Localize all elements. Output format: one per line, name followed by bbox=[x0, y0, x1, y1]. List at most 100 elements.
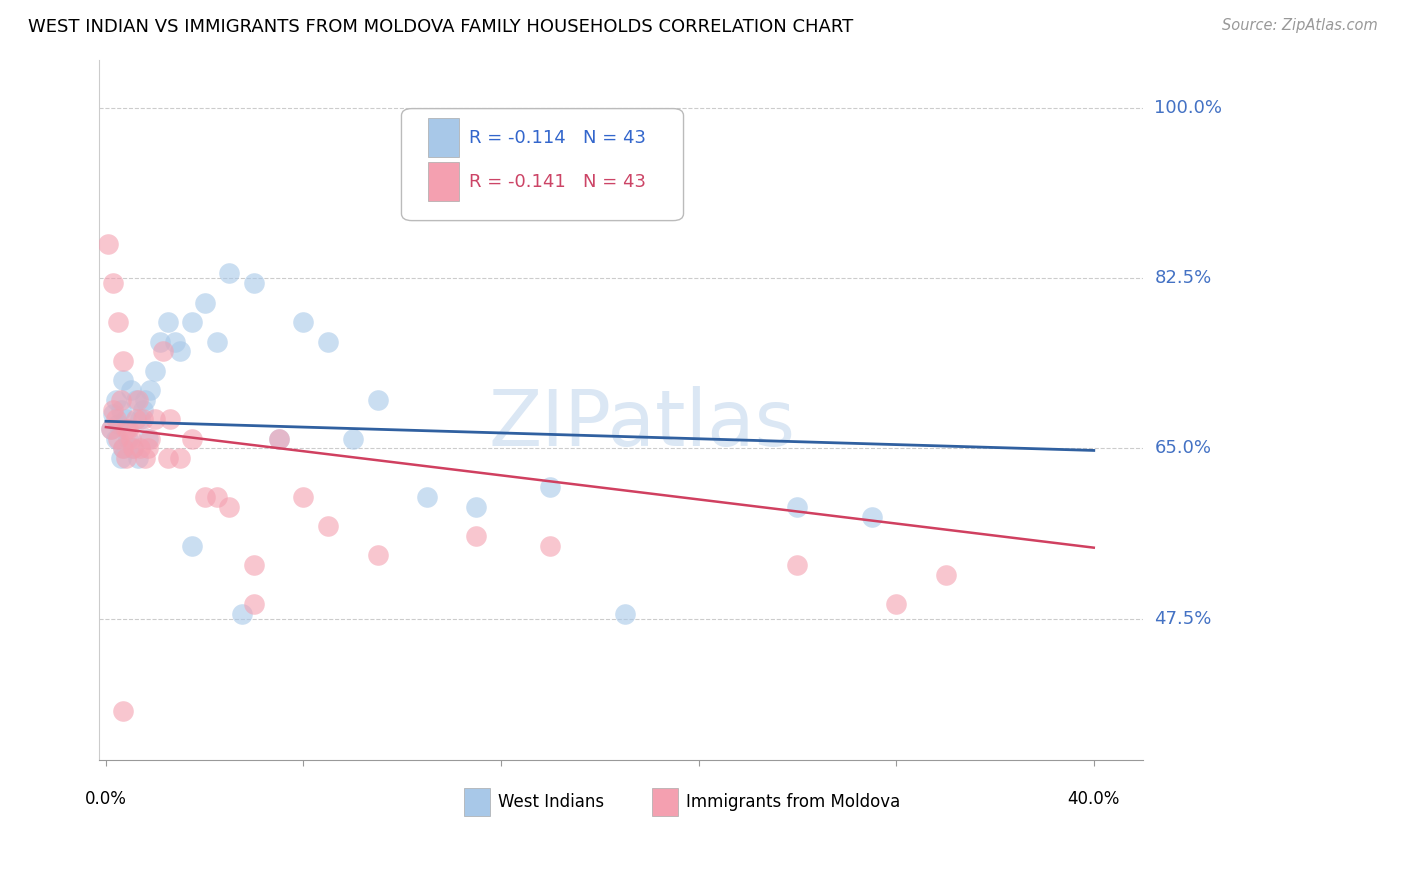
Point bbox=[465, 500, 488, 514]
Point bbox=[165, 334, 187, 349]
Point bbox=[149, 334, 172, 349]
Point bbox=[136, 442, 159, 456]
Point bbox=[935, 567, 957, 582]
Text: R = -0.114   N = 43: R = -0.114 N = 43 bbox=[470, 128, 647, 146]
Point bbox=[120, 432, 142, 446]
Point bbox=[367, 549, 389, 563]
Point bbox=[132, 412, 155, 426]
Point bbox=[122, 442, 145, 456]
Point bbox=[112, 354, 135, 368]
Bar bbox=[464, 788, 491, 815]
Point bbox=[97, 237, 120, 252]
Point bbox=[104, 392, 127, 407]
Point bbox=[122, 442, 145, 456]
Point bbox=[292, 315, 315, 329]
Point bbox=[110, 451, 132, 466]
Point bbox=[218, 267, 240, 281]
Point bbox=[112, 374, 135, 388]
Text: WEST INDIAN VS IMMIGRANTS FROM MOLDOVA FAMILY HOUSEHOLDS CORRELATION CHART: WEST INDIAN VS IMMIGRANTS FROM MOLDOVA F… bbox=[28, 18, 853, 36]
Point bbox=[124, 392, 146, 407]
Point bbox=[540, 480, 562, 494]
Point bbox=[156, 451, 179, 466]
Point bbox=[181, 539, 204, 553]
Point bbox=[104, 412, 127, 426]
Point bbox=[124, 412, 146, 426]
Point bbox=[114, 422, 136, 436]
Point bbox=[103, 402, 125, 417]
Point bbox=[103, 408, 125, 422]
Point bbox=[316, 519, 339, 533]
Point bbox=[104, 432, 127, 446]
Point bbox=[129, 412, 152, 426]
Point bbox=[194, 490, 217, 504]
Point bbox=[114, 412, 136, 426]
Point bbox=[139, 432, 162, 446]
Point bbox=[159, 412, 181, 426]
Text: Immigrants from Moldova: Immigrants from Moldova bbox=[686, 793, 900, 811]
Point bbox=[112, 442, 135, 456]
Point bbox=[860, 509, 883, 524]
Text: 65.0%: 65.0% bbox=[1154, 440, 1212, 458]
Point bbox=[134, 392, 156, 407]
Point bbox=[107, 417, 129, 432]
Text: Source: ZipAtlas.com: Source: ZipAtlas.com bbox=[1222, 18, 1378, 33]
Text: 0.0%: 0.0% bbox=[84, 790, 127, 808]
Point bbox=[243, 558, 266, 573]
Bar bbox=[652, 788, 678, 815]
Point bbox=[786, 558, 808, 573]
Point bbox=[169, 344, 191, 359]
Text: R = -0.141   N = 43: R = -0.141 N = 43 bbox=[470, 173, 647, 191]
Point bbox=[540, 539, 562, 553]
Bar bbox=[427, 119, 458, 157]
Point bbox=[884, 597, 907, 611]
Point bbox=[465, 529, 488, 543]
Point bbox=[100, 422, 122, 436]
Point bbox=[292, 490, 315, 504]
Point bbox=[218, 500, 240, 514]
Point bbox=[127, 392, 149, 407]
Point bbox=[231, 607, 253, 621]
Point bbox=[100, 422, 122, 436]
Point bbox=[181, 315, 204, 329]
Point bbox=[134, 451, 156, 466]
Point bbox=[613, 607, 636, 621]
Point bbox=[107, 315, 129, 329]
Bar bbox=[427, 162, 458, 201]
Point bbox=[205, 490, 228, 504]
Point bbox=[243, 277, 266, 291]
Point bbox=[117, 422, 139, 436]
Text: 47.5%: 47.5% bbox=[1154, 609, 1212, 628]
Point bbox=[143, 364, 166, 378]
Point bbox=[110, 402, 132, 417]
Point bbox=[169, 451, 191, 466]
Point bbox=[243, 597, 266, 611]
Point bbox=[205, 334, 228, 349]
Text: 82.5%: 82.5% bbox=[1154, 269, 1212, 287]
Point bbox=[156, 315, 179, 329]
Text: 100.0%: 100.0% bbox=[1154, 99, 1222, 117]
Point bbox=[132, 402, 155, 417]
Point bbox=[316, 334, 339, 349]
Point bbox=[181, 432, 204, 446]
Point bbox=[107, 432, 129, 446]
Point bbox=[103, 277, 125, 291]
Point bbox=[112, 442, 135, 456]
Point bbox=[194, 295, 217, 310]
Point bbox=[786, 500, 808, 514]
Point bbox=[152, 344, 174, 359]
Point bbox=[416, 490, 439, 504]
Point bbox=[127, 451, 149, 466]
Text: West Indians: West Indians bbox=[498, 793, 603, 811]
Point bbox=[110, 392, 132, 407]
Point bbox=[267, 432, 290, 446]
Point bbox=[129, 442, 152, 456]
Point bbox=[139, 383, 162, 397]
Text: 40.0%: 40.0% bbox=[1067, 790, 1121, 808]
Point bbox=[117, 432, 139, 446]
FancyBboxPatch shape bbox=[402, 109, 683, 220]
Text: ZIPatlas: ZIPatlas bbox=[488, 385, 796, 461]
Point bbox=[342, 432, 364, 446]
Point bbox=[143, 412, 166, 426]
Point bbox=[120, 383, 142, 397]
Point bbox=[267, 432, 290, 446]
